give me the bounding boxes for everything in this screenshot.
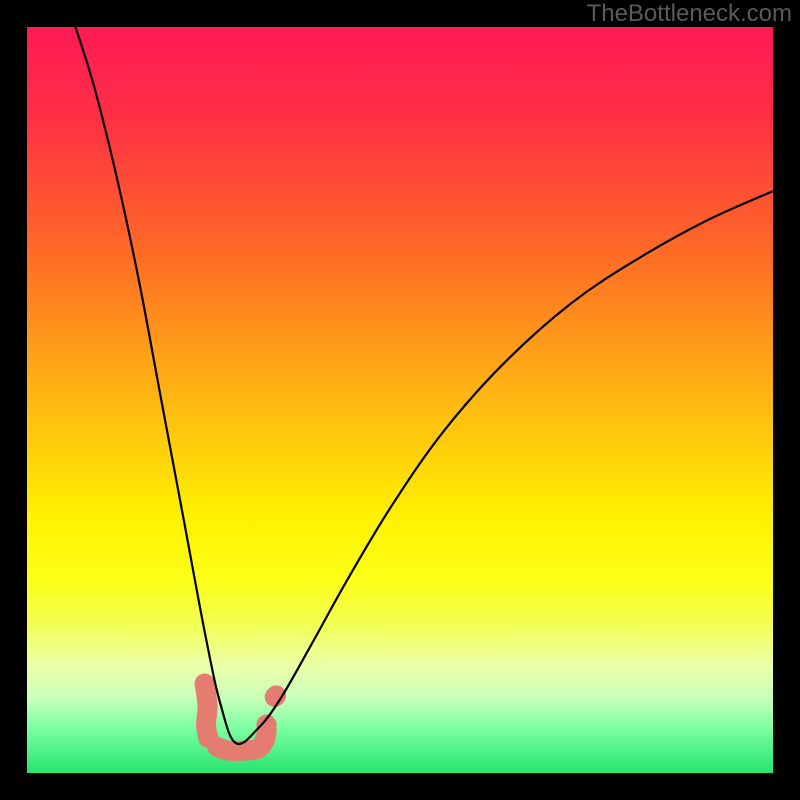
watermark-text: TheBottleneck.com: [587, 0, 792, 28]
plot-background-gradient: [27, 27, 773, 773]
annotation-dot-right: [275, 695, 276, 696]
annotation-squiggle-left: [205, 683, 209, 737]
chart-svg: [0, 0, 800, 800]
figure-root: TheBottleneck.com: [0, 0, 800, 800]
